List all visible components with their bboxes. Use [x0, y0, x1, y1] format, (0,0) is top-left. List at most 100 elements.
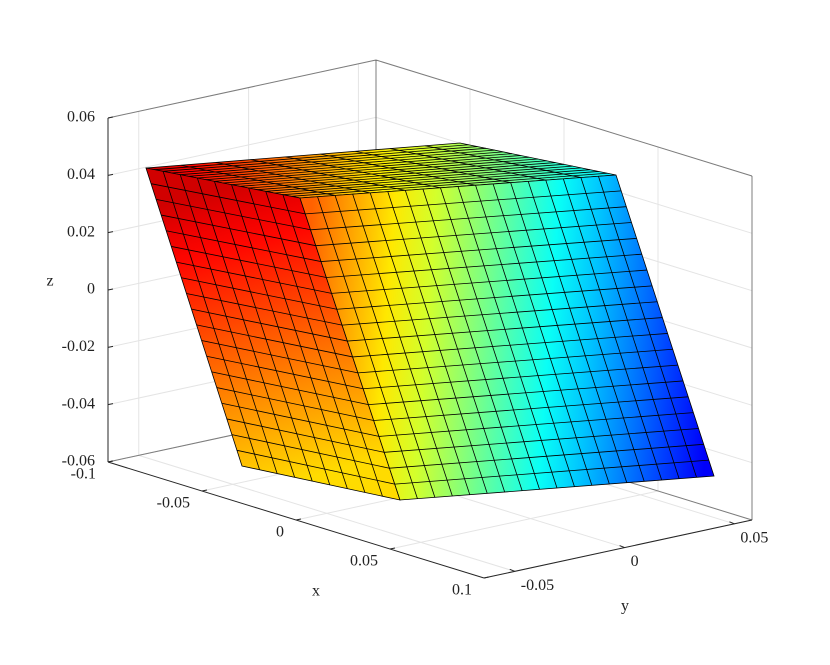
z-tick: [107, 231, 114, 234]
mesh-line: [404, 190, 506, 493]
x-axis-label: x: [312, 583, 320, 600]
mesh-line: [180, 164, 336, 196]
mesh-line: [162, 171, 260, 470]
axes: -0.06 -0.04 -0.02 0 0.02 0.04 0.06 -0.1 -0.05 0 0.…: [62, 109, 769, 599]
mesh-line: [231, 184, 331, 486]
mesh-line: [305, 190, 622, 215]
y-tick: [509, 568, 515, 572]
mesh-line: [163, 146, 478, 172]
z-tick-label: -0.06: [62, 453, 95, 470]
mesh-line: [321, 237, 637, 262]
mesh-line: [257, 165, 573, 191]
mesh-line: [352, 194, 453, 497]
mesh-line: [166, 230, 322, 262]
z-tick: [107, 173, 114, 176]
mesh-line: [510, 182, 610, 485]
mesh-line: [527, 181, 628, 483]
mesh-line: [197, 153, 513, 179]
mesh-line: [206, 355, 364, 390]
mesh-line: [226, 418, 385, 453]
mesh-line: [214, 181, 313, 482]
x-tick: [201, 489, 208, 492]
mesh-line: [310, 206, 627, 231]
mesh-line: [205, 155, 521, 181]
z-axis-label: z: [46, 273, 53, 290]
y-tick-label: 0.05: [740, 529, 768, 546]
z-tick-label: 0: [87, 281, 95, 298]
mesh-line: [394, 459, 709, 485]
mesh-line: [282, 171, 599, 196]
mesh-line: [492, 183, 593, 486]
y-axis-label: y: [621, 598, 629, 615]
mesh-line: [363, 364, 678, 390]
mesh-line: [231, 160, 547, 186]
mesh-line: [236, 449, 395, 485]
grid-line: [107, 116, 377, 176]
mesh-line: [186, 293, 343, 326]
mesh-line: [545, 179, 645, 482]
mesh-line: [598, 176, 697, 478]
mesh-line: [161, 214, 316, 247]
z-tick: [107, 288, 114, 291]
mesh-line: [265, 191, 366, 493]
mesh-line: [282, 194, 383, 497]
mesh-line: [156, 198, 311, 231]
mesh-line: [248, 163, 565, 189]
mesh-line: [369, 192, 471, 495]
z-tick-label: -0.04: [62, 395, 95, 412]
z-tick-label: -0.02: [62, 338, 95, 355]
mesh-line: [387, 191, 488, 494]
mesh-line: [368, 380, 684, 406]
box-edge: [375, 59, 753, 177]
mesh-line: [181, 277, 337, 310]
mesh-line: [171, 246, 327, 278]
mesh-line: [221, 402, 380, 437]
mesh-line: [274, 169, 591, 194]
x-tick-label: -0.1: [71, 466, 96, 483]
mesh-line: [352, 333, 668, 358]
mesh-line: [331, 269, 647, 294]
mesh-line: [150, 183, 306, 215]
mesh-line: [315, 222, 632, 247]
mesh-line: [440, 187, 540, 490]
mesh-line: [211, 371, 369, 406]
mesh-line: [291, 172, 608, 197]
mesh-line: [216, 387, 374, 421]
y-axis: [483, 519, 753, 579]
x-tick: [483, 576, 490, 579]
y-tick: [729, 521, 735, 525]
mesh-line: [580, 177, 680, 479]
mesh-line: [384, 428, 699, 453]
mesh-line: [347, 317, 663, 342]
mesh-line: [457, 186, 558, 489]
mesh-line: [222, 158, 539, 184]
mesh-line: [336, 285, 653, 310]
mesh-line: [357, 348, 673, 374]
x-tick-label: 0.1: [452, 582, 472, 599]
x-tick: [389, 547, 396, 550]
mesh-line: [326, 253, 642, 278]
box-edge: [107, 59, 377, 119]
mesh-line: [179, 174, 278, 474]
mesh-line: [475, 185, 575, 487]
x-tick-label: -0.05: [157, 495, 190, 512]
mesh-line: [320, 153, 476, 186]
y-tick: [619, 545, 625, 549]
mesh-line: [422, 188, 523, 491]
mesh-line: [176, 261, 332, 294]
z-tick: [107, 345, 114, 348]
mesh-line: [214, 156, 530, 182]
mesh-line: [373, 396, 689, 421]
y-tick-label: 0: [631, 553, 639, 570]
mesh-line: [248, 187, 348, 489]
mesh-line: [285, 156, 441, 189]
x-tick: [295, 518, 302, 521]
mesh-line: [180, 149, 495, 176]
mesh-line: [425, 145, 581, 178]
mesh-line: [154, 144, 469, 171]
z-tick-label: 0.04: [67, 166, 95, 183]
z-tick-label: 0.06: [67, 109, 95, 126]
mesh-line: [171, 147, 487, 174]
mesh-line: [191, 308, 348, 342]
